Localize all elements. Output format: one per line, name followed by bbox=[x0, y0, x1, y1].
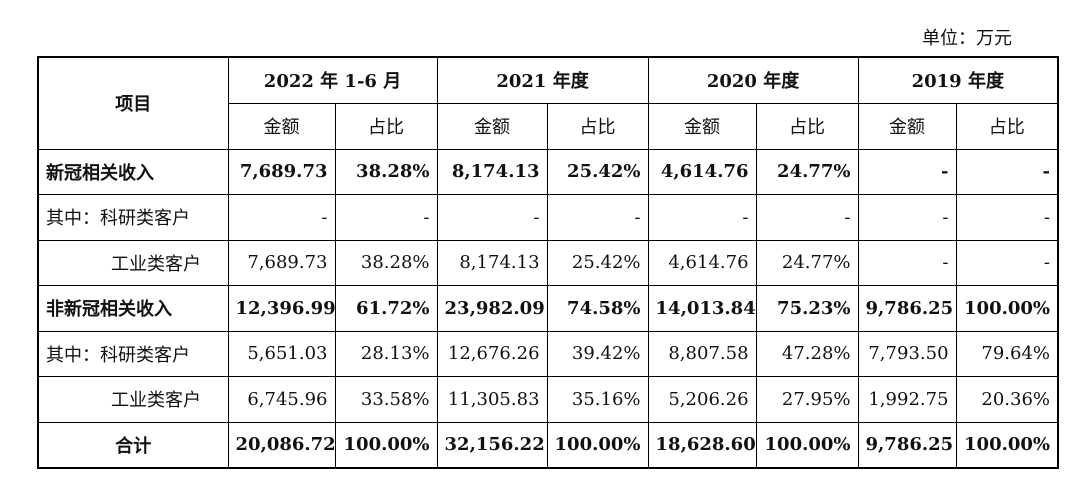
ratio-cell: - bbox=[546, 194, 649, 241]
amount-cell: 12,396.99 bbox=[227, 285, 336, 332]
ratio-cell: 47.28% bbox=[755, 330, 859, 377]
ratio-header: 占比 bbox=[546, 102, 649, 150]
ratio-header: 占比 bbox=[334, 102, 438, 150]
ratio-cell: 28.13% bbox=[334, 330, 438, 377]
ratio-cell: 74.58% bbox=[546, 285, 649, 332]
ratio-cell: - bbox=[755, 194, 859, 241]
revenue-table: 项目 2022 年 1-6 月 2021 年度 2020 年度 2019 年度 … bbox=[37, 56, 1060, 469]
ratio-header: 占比 bbox=[755, 102, 859, 150]
ratio-cell: 33.58% bbox=[334, 376, 438, 423]
ratio-cell: 100.00% bbox=[955, 285, 1059, 332]
ratio-cell: 100.00% bbox=[955, 421, 1059, 468]
period-header: 2022 年 1-6 月 bbox=[227, 56, 438, 104]
amount-header: 金额 bbox=[857, 102, 957, 150]
amount-cell: 5,206.26 bbox=[647, 376, 757, 423]
table-row: 工业类客户 6,745.96 33.58% 11,305.83 35.16% 5,206.… bbox=[37, 376, 1059, 423]
table-row: 合计 20,086.72 100.00% 32,156.22 100.00% 18,628… bbox=[37, 421, 1059, 468]
amount-cell: 18,628.60 bbox=[647, 421, 757, 468]
ratio-cell: 25.42% bbox=[546, 239, 649, 286]
amount-header: 金额 bbox=[436, 102, 548, 150]
ratio-cell: 24.77% bbox=[755, 148, 859, 195]
ratio-cell: 20.36% bbox=[955, 376, 1059, 423]
amount-cell: 8,807.58 bbox=[647, 330, 757, 377]
amount-cell: 7,689.73 bbox=[227, 239, 336, 286]
ratio-cell: 79.64% bbox=[955, 330, 1059, 377]
amount-cell: 9,786.25 bbox=[857, 421, 957, 468]
amount-cell: 32,156.22 bbox=[436, 421, 548, 468]
row-label: 工业类客户 bbox=[37, 376, 229, 423]
ratio-cell: 27.95% bbox=[755, 376, 859, 423]
ratio-cell: 38.28% bbox=[334, 239, 438, 286]
unit-label: 单位：万元 bbox=[922, 28, 1012, 49]
table-row: 非新冠相关收入 12,396.99 61.72% 23,982.09 74.58% 14,… bbox=[37, 285, 1059, 332]
ratio-cell: 25.42% bbox=[546, 148, 649, 195]
amount-cell: 8,174.13 bbox=[436, 148, 548, 195]
header-row-subheaders: 金额 占比 金额 占比 金额 占比 金额 占比 bbox=[38, 102, 1059, 150]
ratio-cell: 39.42% bbox=[546, 330, 649, 377]
amount-cell: 1,992.75 bbox=[857, 376, 957, 423]
amount-cell: 11,305.83 bbox=[436, 376, 548, 423]
ratio-cell: 61.72% bbox=[334, 285, 438, 332]
amount-cell: 9,786.25 bbox=[857, 285, 957, 332]
ratio-header: 占比 bbox=[955, 102, 1059, 150]
amount-cell: 23,982.09 bbox=[436, 285, 548, 332]
ratio-cell: - bbox=[955, 148, 1059, 195]
amount-cell: 14,013.84 bbox=[647, 285, 757, 332]
amount-header: 金额 bbox=[227, 102, 336, 150]
amount-cell: - bbox=[857, 194, 957, 241]
row-label: 合计 bbox=[37, 421, 229, 468]
table-row: 其中：科研类客户 5,651.03 28.13% 12,676.26 39.42% 8,8… bbox=[37, 330, 1059, 377]
table-row: 工业类客户 7,689.73 38.28% 8,174.13 25.42% 4,614.7… bbox=[37, 239, 1059, 286]
row-label: 新冠相关收入 bbox=[37, 148, 229, 195]
table-row: 其中：科研类客户 - - - - - - - - bbox=[37, 194, 1059, 241]
ratio-cell: - bbox=[334, 194, 438, 241]
ratio-cell: - bbox=[955, 239, 1059, 286]
table-body: 新冠相关收入 7,689.73 38.28% 8,174.13 25.42% 4,614.… bbox=[37, 148, 1059, 468]
ratio-cell: 38.28% bbox=[334, 148, 438, 195]
amount-cell: 7,793.50 bbox=[857, 330, 957, 377]
row-label: 工业类客户 bbox=[37, 239, 229, 286]
amount-cell: 8,174.13 bbox=[436, 239, 548, 286]
amount-cell: - bbox=[227, 194, 336, 241]
row-label: 其中：科研类客户 bbox=[37, 194, 229, 241]
amount-cell: 7,689.73 bbox=[227, 148, 336, 195]
ratio-cell: 100.00% bbox=[334, 421, 438, 468]
amount-cell: 4,614.76 bbox=[647, 239, 757, 286]
amount-cell: - bbox=[857, 148, 957, 195]
header-row-periods: 项目 2022 年 1-6 月 2021 年度 2020 年度 2019 年度 bbox=[37, 56, 1059, 150]
amount-cell: 6,745.96 bbox=[227, 376, 336, 423]
ratio-cell: 75.23% bbox=[755, 285, 859, 332]
amount-cell: 4,614.76 bbox=[647, 148, 757, 195]
item-header: 项目 bbox=[37, 56, 229, 150]
amount-cell: - bbox=[436, 194, 548, 241]
row-label: 非新冠相关收入 bbox=[37, 285, 229, 332]
ratio-cell: 24.77% bbox=[755, 239, 859, 286]
ratio-cell: 100.00% bbox=[546, 421, 649, 468]
period-header: 2021 年度 bbox=[436, 56, 649, 104]
ratio-cell: 100.00% bbox=[755, 421, 859, 468]
ratio-cell: 35.16% bbox=[546, 376, 649, 423]
ratio-cell: - bbox=[955, 194, 1059, 241]
amount-header: 金额 bbox=[647, 102, 757, 150]
amount-cell: - bbox=[857, 239, 957, 286]
period-header: 2019 年度 bbox=[857, 56, 1059, 104]
table-row: 新冠相关收入 7,689.73 38.28% 8,174.13 25.42% 4,614.… bbox=[37, 148, 1059, 195]
row-label: 其中：科研类客户 bbox=[37, 330, 229, 377]
period-header: 2020 年度 bbox=[647, 56, 859, 104]
amount-cell: 20,086.72 bbox=[227, 421, 336, 468]
amount-cell: 5,651.03 bbox=[227, 330, 336, 377]
amount-cell: - bbox=[647, 194, 757, 241]
amount-cell: 12,676.26 bbox=[436, 330, 548, 377]
